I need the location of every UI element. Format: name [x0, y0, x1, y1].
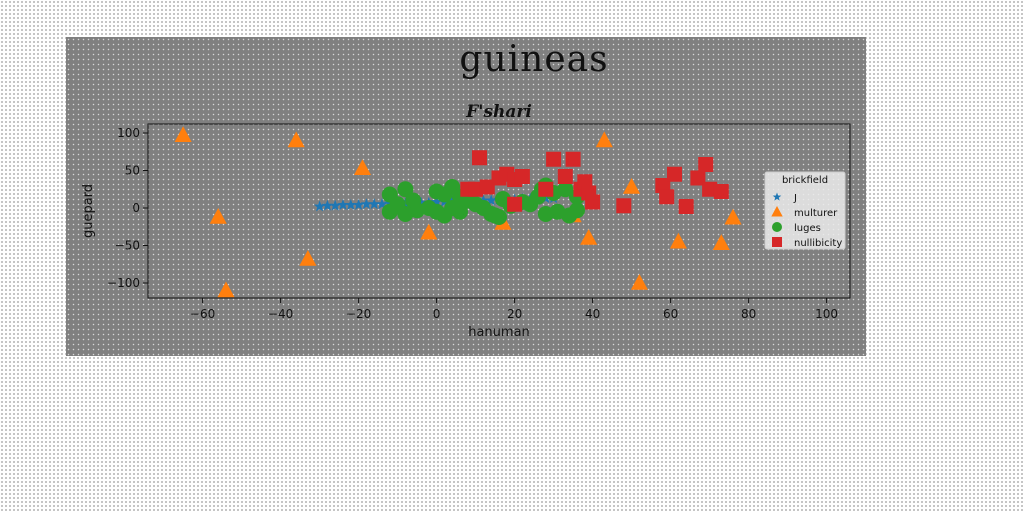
point-luges: [444, 200, 461, 216]
point-luges: [561, 207, 578, 224]
point-j: [430, 196, 443, 207]
point-nullibicity: [565, 151, 581, 167]
y-tick-label: 50: [125, 164, 140, 178]
point-luges: [397, 206, 414, 222]
point-nullibicity: [678, 199, 694, 214]
point-luges: [381, 203, 398, 220]
point-multurer: [209, 208, 227, 224]
legend-label-multurer: multurer: [794, 208, 838, 219]
point-nullibicity: [667, 166, 682, 182]
point-j: [321, 199, 334, 211]
x-tick-label: 100: [815, 307, 838, 321]
chart-suptitle: guineas: [459, 39, 609, 80]
x-axis-label: hanuman: [468, 325, 530, 340]
point-multurer: [580, 229, 598, 245]
point-multurer: [630, 274, 648, 290]
figure: F'shari −60 −40 −20 0 20 40 60 80 100 100 50 0 −50 −10…: [66, 37, 866, 356]
point-j: [352, 199, 365, 210]
y-tick-label: −100: [107, 276, 140, 290]
point-j: [477, 194, 490, 206]
point-multurer: [420, 223, 438, 240]
y-tick-label: 0: [132, 201, 140, 215]
point-j: [329, 199, 341, 211]
chart-svg: F'shari −60 −40 −20 0 20 40 60 80 100 100 50 0 −50 −10…: [81, 102, 851, 340]
point-multurer: [217, 281, 235, 298]
x-tick-label: −60: [190, 307, 215, 321]
x-tick-label: 0: [433, 307, 441, 321]
legend-label-j: J: [793, 193, 797, 204]
legend-marker-nullibicity: [772, 237, 782, 247]
point-multurer: [595, 131, 613, 148]
point-luges: [487, 207, 504, 224]
x-tick-label: −20: [346, 307, 371, 321]
point-j: [485, 194, 497, 206]
point-multurer: [712, 234, 730, 250]
legend-marker-multurer: [771, 206, 783, 217]
point-multurer: [724, 208, 742, 225]
point-nullibicity: [702, 181, 718, 197]
point-luges: [397, 181, 414, 198]
point-j: [368, 198, 380, 210]
point-multurer: [174, 126, 192, 142]
y-tick-label: −50: [115, 239, 140, 253]
point-nullibicity: [468, 181, 484, 197]
point-nullibicity: [479, 179, 495, 195]
legend-marker-luges: [772, 222, 782, 232]
point-luges: [557, 181, 574, 198]
legend-marker-j: [772, 192, 782, 201]
point-nullibicity: [698, 157, 714, 172]
x-tick-label: 20: [507, 307, 522, 321]
point-j: [313, 200, 326, 212]
point-nullibicity: [538, 181, 554, 197]
chart-title: F'shari: [465, 102, 532, 122]
x-tick-label: 60: [663, 307, 678, 321]
point-multurer: [287, 131, 305, 148]
legend-label-luges: luges: [794, 223, 821, 234]
x-tick-label: 40: [585, 307, 600, 321]
point-multurer: [353, 159, 372, 175]
point-j: [337, 199, 349, 210]
point-j: [376, 198, 388, 210]
point-nullibicity: [713, 184, 729, 199]
point-nullibicity: [690, 170, 706, 186]
point-nullibicity: [659, 189, 675, 205]
point-nullibicity: [514, 169, 530, 184]
point-nullibicity: [472, 150, 487, 166]
y-axis-label: guepard: [81, 184, 96, 238]
point-nullibicity: [546, 151, 562, 167]
point-multurer: [299, 250, 317, 266]
point-multurer: [669, 232, 687, 249]
point-nullibicity: [507, 196, 523, 212]
legend-title: brickfield: [782, 175, 828, 186]
point-luges: [428, 203, 445, 220]
point-nullibicity: [616, 198, 632, 214]
legend-box: [764, 171, 846, 250]
point-luges: [537, 206, 554, 222]
legend-label-nullibicity: nullibicity: [794, 238, 842, 249]
y-tick-label: 100: [117, 126, 140, 140]
point-multurer: [623, 178, 641, 194]
x-tick-label: 80: [741, 307, 756, 321]
point-nullibicity: [557, 169, 573, 184]
x-tick-label: −40: [268, 307, 293, 321]
point-j: [345, 199, 357, 210]
plot-frame: [147, 123, 851, 299]
point-nullibicity: [585, 194, 601, 210]
point-j: [360, 198, 373, 210]
